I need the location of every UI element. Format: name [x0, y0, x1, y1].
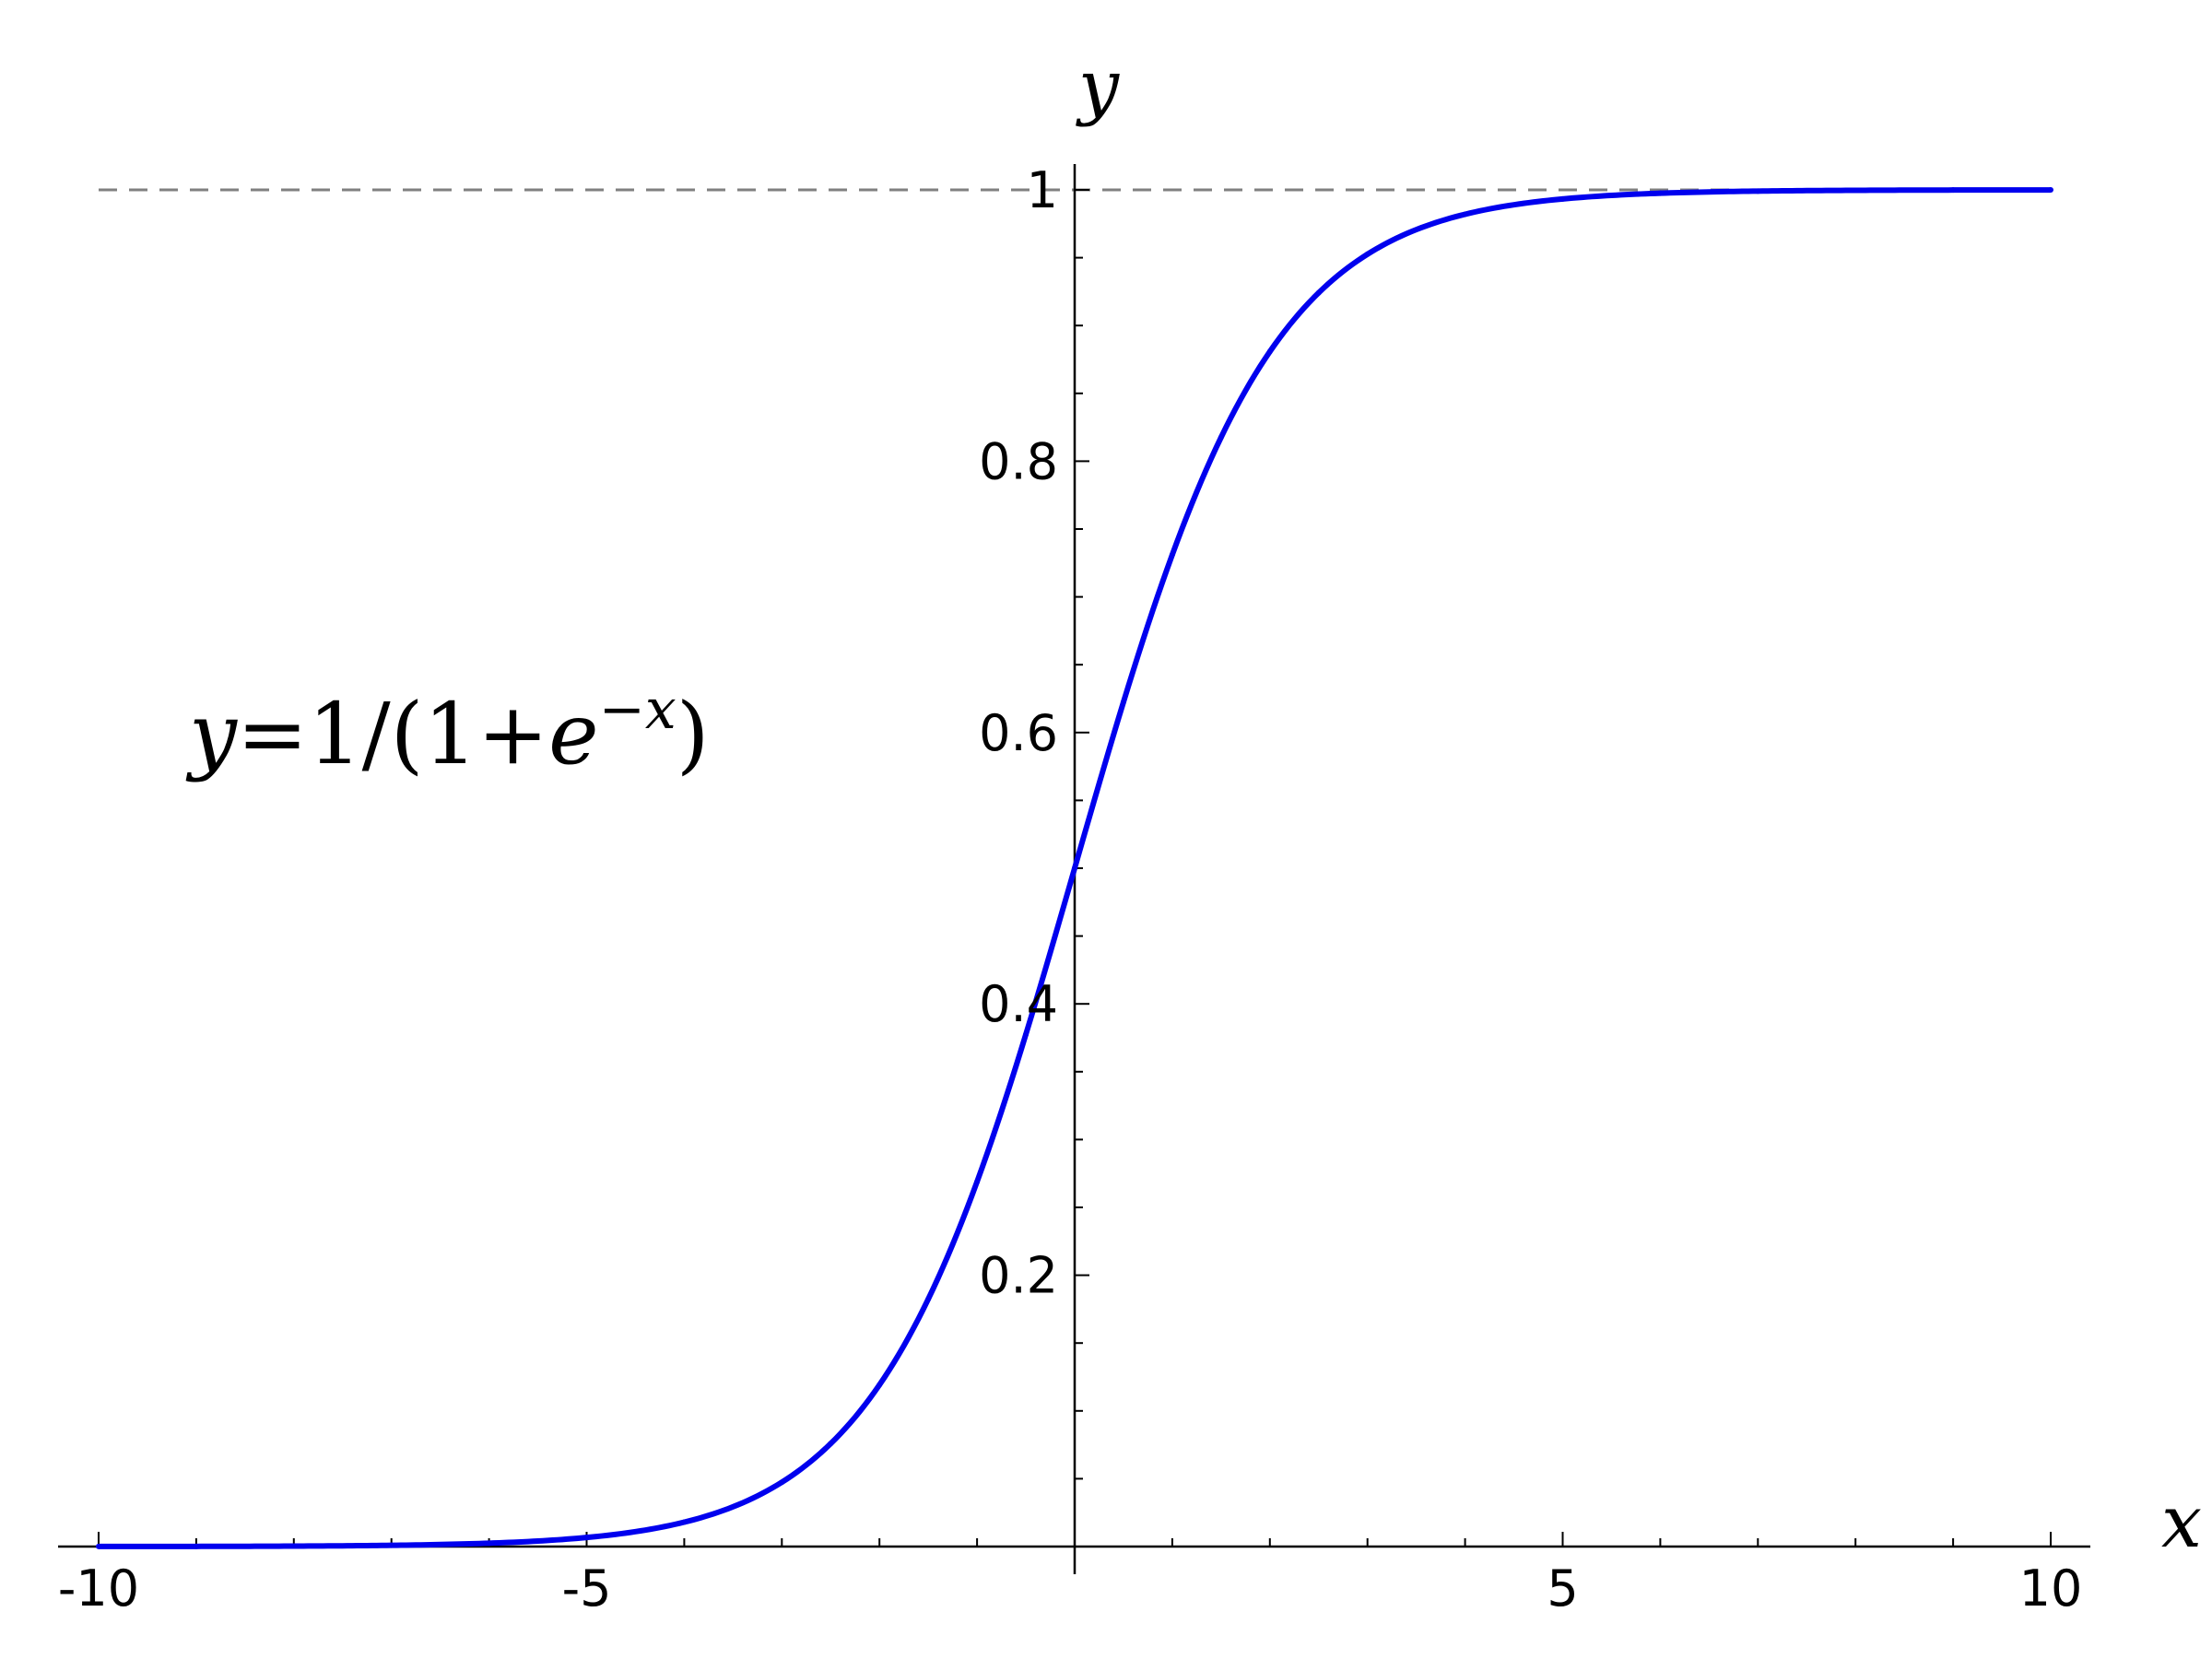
- y-tick-label: 0.8: [979, 432, 1058, 490]
- curve-point: [1950, 187, 1957, 194]
- curve-point: [681, 1519, 688, 1525]
- curve-point: [2048, 187, 2053, 193]
- equation-e: e: [548, 685, 598, 783]
- curve-point: [828, 1441, 834, 1447]
- y-tick-label: 0.6: [979, 704, 1058, 762]
- x-tick-label: -10: [58, 1559, 139, 1618]
- curve-point: [1315, 289, 1322, 296]
- x-tick-label: 10: [2019, 1559, 2083, 1618]
- curve-point: [486, 1540, 492, 1547]
- x-axis-label: x: [2161, 1481, 2202, 1564]
- curve-point: [779, 1479, 785, 1486]
- equation-eq: =: [237, 685, 308, 783]
- x-tick-label: 5: [1547, 1559, 1578, 1618]
- equation-y: y: [185, 685, 238, 783]
- equation-close: ): [677, 685, 710, 783]
- curve-point: [1364, 251, 1371, 257]
- y-tick-label: 1: [1027, 161, 1058, 219]
- curve-point: [193, 1543, 199, 1549]
- curve-point: [1559, 195, 1566, 202]
- equation-one: 1/(1+: [308, 685, 548, 783]
- curve-point: [1023, 1031, 1030, 1038]
- curve-point: [1853, 187, 1859, 194]
- curve-point: [290, 1543, 297, 1549]
- curve-point: [1072, 865, 1077, 871]
- y-tick-label: 0.2: [979, 1247, 1058, 1305]
- curve-point: [1218, 434, 1224, 441]
- curve-point: [1462, 211, 1468, 218]
- x-tick-label: -5: [562, 1559, 612, 1618]
- curve-point: [1266, 348, 1273, 355]
- equation-annotation: y=1/(1+e−x): [185, 677, 710, 783]
- curve-point: [583, 1535, 590, 1541]
- equation-exponent: −x: [599, 677, 677, 742]
- curve-point: [974, 1179, 981, 1185]
- curve-point: [96, 1543, 101, 1549]
- curve-point: [1657, 190, 1664, 196]
- curve-point: [1169, 551, 1175, 558]
- curve-point: [1755, 188, 1761, 194]
- curve-point: [388, 1542, 394, 1548]
- curve-point: [877, 1382, 883, 1388]
- curve-point: [1120, 699, 1126, 705]
- curve-point: [925, 1296, 932, 1302]
- y-tick-label: 0.4: [979, 975, 1058, 1033]
- y-axis-label: y: [1076, 45, 1120, 128]
